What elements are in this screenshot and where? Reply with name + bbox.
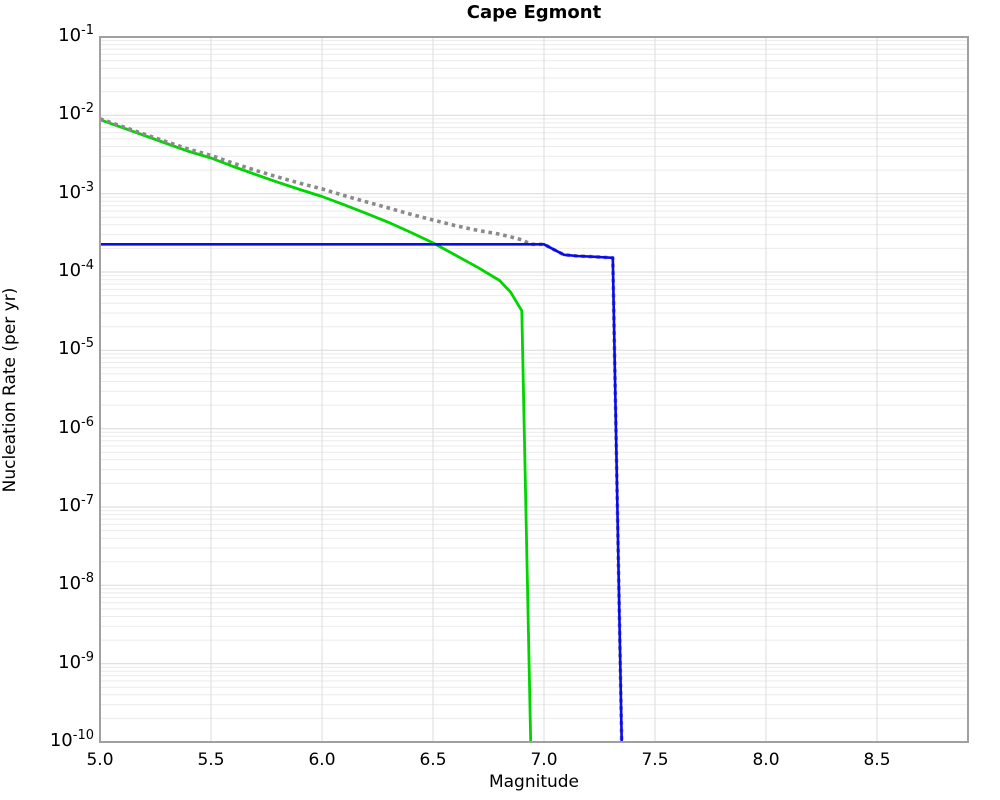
y-tick-label: 10-8 bbox=[58, 571, 94, 594]
x-tick-label: 8.5 bbox=[863, 750, 891, 770]
x-tick-label: 7.0 bbox=[530, 750, 558, 770]
y-axis-label: Nucleation Rate (per yr) bbox=[0, 287, 20, 493]
y-tick-label: 10-3 bbox=[58, 180, 94, 203]
x-axis-label: Magnitude bbox=[488, 772, 580, 792]
y-tick-label: 10-5 bbox=[58, 336, 94, 359]
minor-gridlines bbox=[100, 40, 968, 719]
chart-title: Cape Egmont bbox=[466, 2, 602, 23]
gray-dotted-total-series-line bbox=[100, 117, 624, 743]
x-tick-label: 6.5 bbox=[419, 750, 447, 770]
y-tick-label: 10-4 bbox=[58, 258, 94, 281]
x-tick-label: 8.0 bbox=[752, 750, 780, 770]
series-group bbox=[100, 117, 624, 743]
x-tick-label: 6.0 bbox=[308, 750, 336, 770]
y-tick-label: 10-6 bbox=[58, 415, 94, 438]
y-tick-label: 10-7 bbox=[58, 493, 94, 516]
x-tick-label: 7.5 bbox=[641, 750, 669, 770]
y-tick-label: 10-9 bbox=[58, 650, 94, 673]
blue-solid-series-line bbox=[100, 243, 623, 743]
y-tick-label: 10-10 bbox=[49, 728, 94, 751]
x-tick-label: 5.0 bbox=[86, 750, 114, 770]
x-tick-label: 5.5 bbox=[197, 750, 225, 770]
y-tick-label: 10-2 bbox=[58, 101, 94, 124]
green-solid-series-line bbox=[100, 118, 533, 743]
major-gridlines bbox=[100, 37, 968, 742]
plot-frame bbox=[99, 36, 969, 743]
y-tick-label: 10-1 bbox=[58, 23, 94, 46]
